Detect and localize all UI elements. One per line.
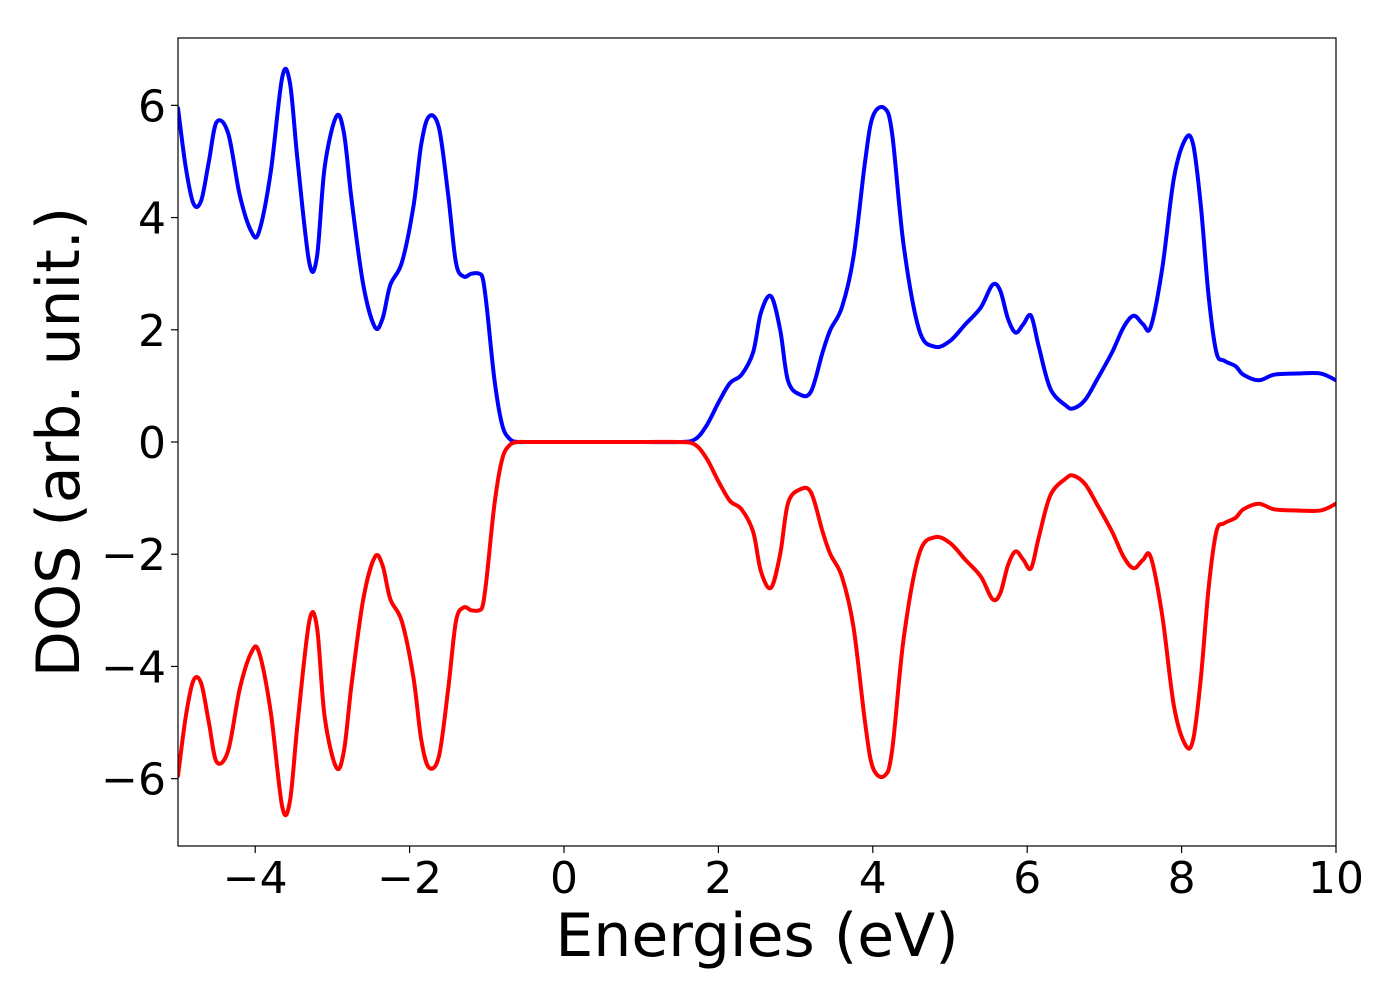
x-tick-label: 6 — [1013, 853, 1041, 904]
plot-frame — [177, 37, 1337, 847]
y-axis: −6 −4 −2 0 2 4 6 — [101, 81, 178, 806]
x-tick-label: 8 — [1168, 853, 1196, 904]
x-tick-label: −2 — [377, 853, 442, 904]
y-tick-label: 2 — [138, 306, 166, 357]
y-tick-label: −4 — [101, 642, 166, 693]
y-tick-label: −6 — [101, 755, 166, 806]
x-axis-label: Energies (eV) — [555, 901, 958, 971]
x-tick-label: −4 — [223, 853, 288, 904]
x-axis: −4 −2 0 2 4 6 8 10 — [223, 846, 1364, 904]
series-line-2 — [178, 439, 1336, 818]
series-layer — [178, 66, 1336, 818]
y-tick-label: 6 — [138, 81, 166, 132]
y-tick-label: −2 — [101, 530, 166, 581]
x-tick-label: 0 — [550, 853, 578, 904]
series-line-1 — [178, 66, 1336, 445]
y-tick-label: 0 — [138, 418, 166, 469]
x-tick-label: 4 — [859, 853, 887, 904]
y-tick-label: 4 — [138, 194, 166, 245]
x-tick-label: 2 — [704, 853, 732, 904]
x-tick-label: 10 — [1308, 853, 1364, 904]
y-axis-label: DOS (arb. unit.) — [24, 207, 94, 677]
